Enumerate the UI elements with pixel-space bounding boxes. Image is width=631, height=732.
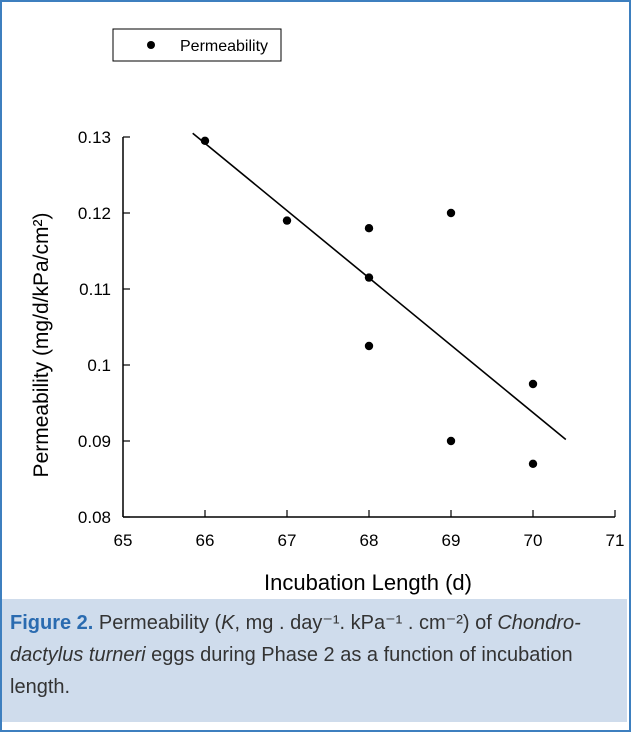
caption-label: Figure 2. xyxy=(10,612,94,634)
y-tick-label: 0.08 xyxy=(78,508,111,527)
caption-species-1: Chondro- xyxy=(497,612,581,634)
data-point xyxy=(528,379,538,389)
y-tick-label: 0.1 xyxy=(87,356,111,375)
data-point xyxy=(364,341,374,351)
caption-text-2: , mg . day⁻¹. kPa⁻¹ . cm⁻²) of xyxy=(234,612,498,634)
x-tick-label: 69 xyxy=(442,531,461,550)
x-tick-label: 70 xyxy=(524,531,543,550)
y-axis-label: Permeability (mg/d/kPa/cm²) xyxy=(30,213,53,478)
legend: Permeability xyxy=(112,28,282,62)
caption-text-1: Permeability ( xyxy=(93,612,222,634)
legend-box xyxy=(112,28,282,62)
data-point xyxy=(528,459,538,468)
x-tick-label: 68 xyxy=(360,531,379,550)
scatter-chart: Permeability Permeability (mg/d/kPa/cm²)… xyxy=(30,28,625,595)
y-tick-label: 0.12 xyxy=(78,204,111,223)
x-axis-label: Incubation Length (d) xyxy=(264,570,472,595)
x-tick-label: 66 xyxy=(196,531,215,550)
x-tick-label: 71 xyxy=(606,531,625,550)
data-point xyxy=(364,224,374,233)
caption-k-symbol: K xyxy=(221,612,235,634)
y-tick-label: 0.13 xyxy=(78,128,111,147)
legend-label: Permeability xyxy=(180,38,268,55)
x-tick-label: 65 xyxy=(114,531,133,550)
data-point xyxy=(446,208,456,218)
data-point xyxy=(364,273,374,282)
data-point xyxy=(446,436,456,446)
data-marks xyxy=(192,132,567,468)
x-tick-label: 67 xyxy=(278,531,297,550)
y-tick-label: 0.11 xyxy=(79,280,111,299)
data-point xyxy=(200,136,210,145)
legend-marker xyxy=(147,41,155,49)
caption-species-2: dactylus turneri xyxy=(10,644,146,666)
trend-line xyxy=(192,132,567,441)
caption-text-3: eggs during Phase 2 as a function of inc… xyxy=(10,644,573,698)
axes: 65 66 67 68 69 70 71 0.08 0.09 0.1 0.11 0.12 0.13 xyxy=(78,128,625,550)
y-tick-label: 0.09 xyxy=(78,432,111,451)
figure-caption: Figure 2. Permeability (K, mg . day⁻¹. k… xyxy=(2,599,627,722)
data-point xyxy=(282,216,292,225)
